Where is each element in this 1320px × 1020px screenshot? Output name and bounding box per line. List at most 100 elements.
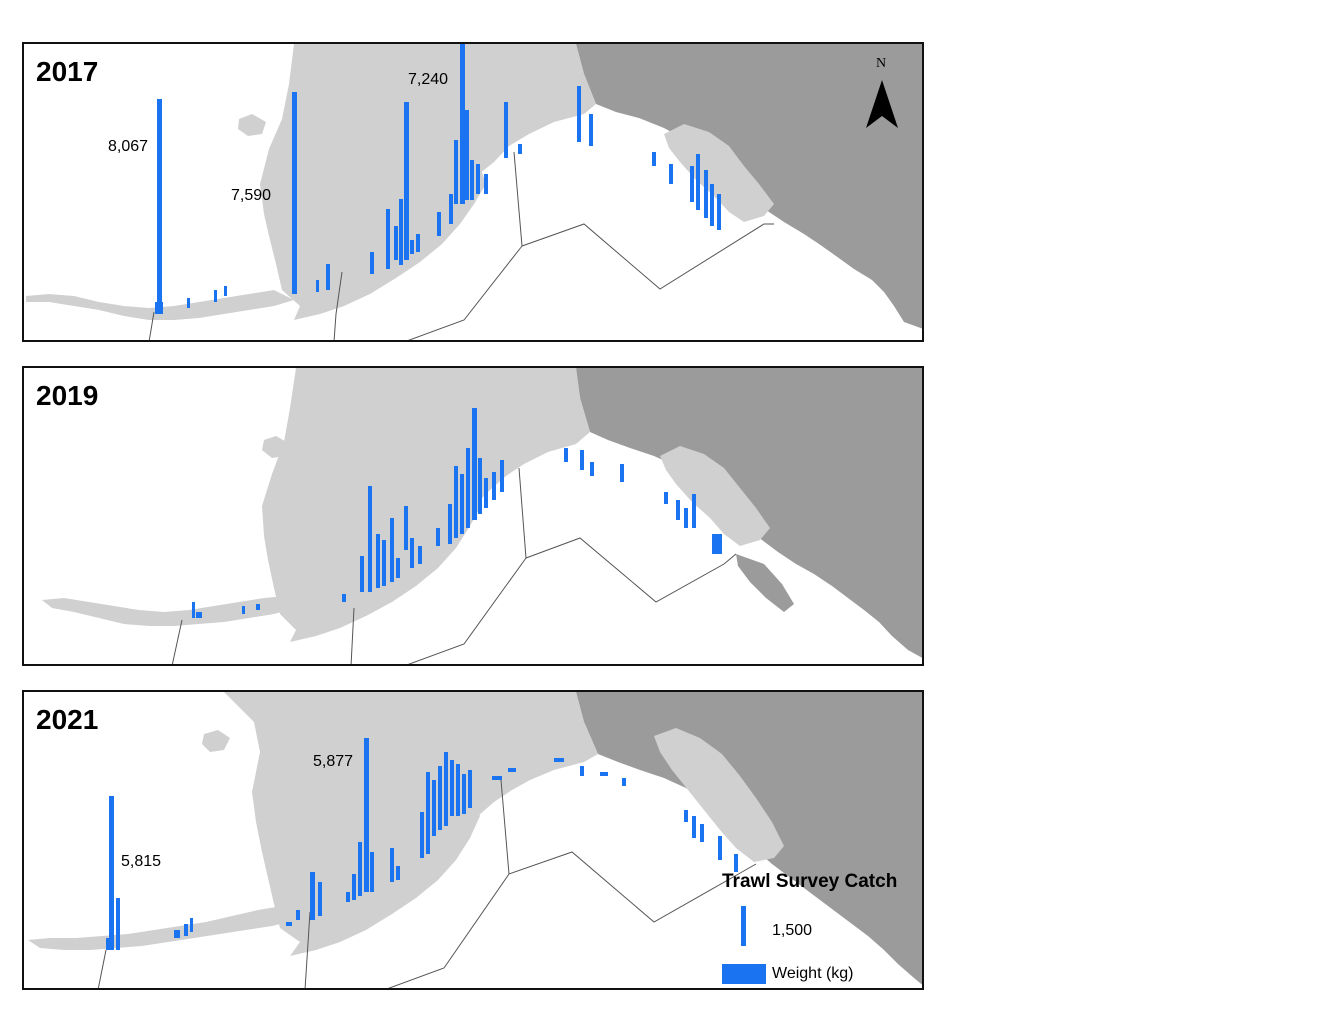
catch-bar bbox=[718, 836, 722, 860]
catch-bar bbox=[286, 922, 292, 926]
catch-bar bbox=[318, 882, 322, 916]
map-2017 bbox=[26, 44, 922, 340]
management-boundary bbox=[304, 911, 311, 988]
catch-bar bbox=[684, 508, 688, 528]
catch-bar bbox=[456, 764, 460, 816]
aleutian-islands bbox=[26, 290, 294, 320]
catch-bar bbox=[580, 450, 584, 470]
catch-value-label: 8,067 bbox=[108, 138, 149, 155]
catch-bar bbox=[692, 494, 696, 528]
catch-bar bbox=[346, 892, 350, 902]
catch-bar bbox=[590, 462, 594, 476]
catch-bar bbox=[454, 466, 458, 538]
catch-bar bbox=[465, 110, 469, 200]
aleutian-islands bbox=[42, 596, 296, 626]
map-panel-2017: 2017 8,067 7,590 7,240 N bbox=[22, 42, 924, 342]
catch-bars-2017 bbox=[155, 44, 721, 314]
catch-bars-2019 bbox=[192, 408, 722, 618]
catch-bar bbox=[360, 556, 364, 592]
legend-scale-bar bbox=[741, 906, 746, 946]
catch-bar bbox=[600, 772, 608, 776]
alaska-land bbox=[262, 368, 590, 630]
catch-bar bbox=[484, 174, 488, 194]
catch-value-label: 5,877 bbox=[313, 753, 354, 770]
map-2021 bbox=[28, 692, 922, 988]
catch-bar bbox=[577, 86, 581, 142]
north-arrow-icon bbox=[866, 80, 898, 128]
catch-bar bbox=[717, 194, 721, 230]
catch-bar bbox=[580, 766, 584, 776]
legend-title: Trawl Survey Catch bbox=[722, 871, 898, 892]
alaska-land bbox=[224, 692, 598, 942]
catch-bar bbox=[484, 478, 488, 508]
catch-bar bbox=[622, 778, 626, 786]
catch-bar bbox=[196, 612, 202, 618]
catch-bar bbox=[370, 252, 374, 274]
catch-bar bbox=[436, 528, 440, 546]
catch-bar bbox=[710, 184, 714, 226]
catch-bar bbox=[470, 160, 474, 200]
catch-bar bbox=[664, 492, 668, 504]
pribilof-islands bbox=[202, 730, 230, 752]
management-boundary bbox=[408, 557, 527, 664]
catch-bars-2021 bbox=[106, 738, 738, 950]
catch-bar bbox=[492, 776, 502, 780]
catch-bar bbox=[394, 226, 398, 260]
catch-bar bbox=[704, 170, 708, 218]
legend-scale-value: 1,500 bbox=[772, 922, 813, 939]
catch-bar bbox=[518, 144, 522, 154]
catch-bar bbox=[692, 816, 696, 838]
north-label: N bbox=[876, 56, 887, 71]
catch-bar bbox=[460, 474, 464, 534]
southeast-islands bbox=[664, 124, 774, 222]
southeast-islands bbox=[654, 728, 784, 862]
catch-bar bbox=[669, 164, 673, 184]
catch-bar bbox=[416, 234, 420, 252]
map-2019 bbox=[42, 368, 922, 664]
management-boundary bbox=[97, 949, 107, 988]
catch-bar bbox=[292, 92, 297, 294]
catch-bar bbox=[404, 506, 408, 550]
catch-value-label: 7,240 bbox=[408, 71, 449, 88]
catch-bar bbox=[468, 770, 472, 808]
catch-bar bbox=[466, 448, 470, 528]
map-panel-2021: 2021 5,877 5,815 bbox=[22, 690, 924, 990]
catch-bar bbox=[326, 264, 330, 290]
catch-bar bbox=[478, 458, 482, 514]
north-arrow: N bbox=[862, 54, 902, 134]
catch-bar bbox=[426, 772, 430, 854]
catch-bar bbox=[316, 280, 319, 292]
panel-year: 2019 bbox=[36, 380, 99, 411]
catch-bar bbox=[116, 898, 120, 950]
catch-bar bbox=[454, 140, 458, 204]
catch-bar bbox=[192, 602, 195, 618]
aleutian-islands bbox=[28, 906, 296, 950]
catch-bar bbox=[684, 810, 688, 822]
catch-bar bbox=[432, 780, 436, 836]
catch-bar bbox=[472, 408, 477, 520]
catch-bar bbox=[437, 212, 441, 236]
catch-bar bbox=[410, 538, 414, 568]
catch-bar bbox=[242, 606, 245, 614]
catch-bar bbox=[296, 910, 300, 920]
catch-bar bbox=[462, 774, 466, 814]
management-boundary bbox=[513, 151, 774, 290]
pribilof-islands bbox=[262, 436, 290, 458]
catch-bar bbox=[157, 99, 162, 314]
management-boundary bbox=[148, 311, 155, 340]
catch-value-label: 5,815 bbox=[121, 853, 162, 870]
catch-bar bbox=[184, 924, 188, 936]
catch-bar bbox=[410, 240, 414, 254]
catch-bar bbox=[214, 290, 217, 302]
catch-bar bbox=[386, 209, 390, 269]
catch-bar bbox=[404, 102, 409, 260]
management-boundary bbox=[350, 607, 355, 664]
catch-bar bbox=[508, 768, 516, 772]
catch-bar bbox=[420, 812, 424, 858]
catch-bar bbox=[500, 460, 504, 492]
alaska-land bbox=[260, 44, 596, 306]
catch-bar bbox=[224, 286, 227, 296]
catch-bar bbox=[492, 472, 496, 500]
catch-bar bbox=[418, 546, 422, 564]
catch-bar bbox=[376, 534, 380, 588]
